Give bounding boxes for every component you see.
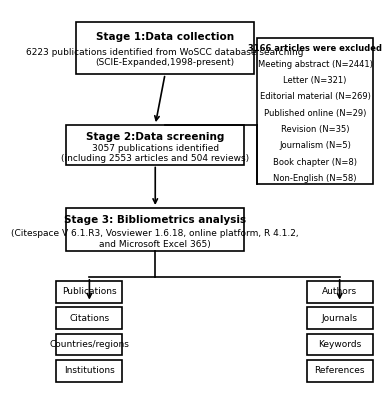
Text: Meeting abstract (N=2441): Meeting abstract (N=2441) [257, 60, 372, 69]
Bar [57, 281, 122, 302]
Text: 6223 publications identified from WoSCC database searching
(SCIE-Expanded,1998-p: 6223 publications identified from WoSCC … [27, 48, 304, 67]
Bar [66, 125, 244, 164]
Text: Non-English (N=58): Non-English (N=58) [273, 174, 357, 183]
Bar [57, 307, 122, 329]
Bar [307, 334, 372, 356]
Text: Stage 2:Data screening: Stage 2:Data screening [86, 132, 224, 142]
Text: 3166 articles were excluded: 3166 articles were excluded [248, 44, 382, 53]
Text: Book chapter (N=8): Book chapter (N=8) [273, 158, 357, 166]
Text: Keywords: Keywords [318, 340, 361, 349]
Text: Authors: Authors [322, 287, 357, 296]
Text: Publications: Publications [62, 287, 117, 296]
Bar [257, 38, 372, 184]
Text: References: References [314, 366, 365, 376]
Text: Editorial material (N=269): Editorial material (N=269) [259, 92, 370, 102]
Text: Journals: Journals [322, 314, 358, 323]
Text: 3057 publications identified
(including 2553 articles and 504 reviews): 3057 publications identified (including … [61, 144, 249, 163]
Bar [76, 22, 254, 74]
Text: Letter (N=321): Letter (N=321) [283, 76, 347, 85]
Text: Journalism (N=5): Journalism (N=5) [279, 141, 351, 150]
Text: (Citespace V 6.1.R3, Vosviewer 1.6.18, online platform, R 4.1.2,
and Microsoft E: (Citespace V 6.1.R3, Vosviewer 1.6.18, o… [11, 230, 299, 249]
Text: Revision (N=35): Revision (N=35) [281, 125, 349, 134]
Text: Institutions: Institutions [64, 366, 115, 376]
Bar [307, 281, 372, 302]
Bar [307, 307, 372, 329]
Bar [57, 334, 122, 356]
Text: Countries/regions: Countries/regions [50, 340, 129, 349]
Text: Citations: Citations [69, 314, 110, 323]
Bar [57, 360, 122, 382]
Bar [307, 360, 372, 382]
Text: Published online (N=29): Published online (N=29) [264, 109, 366, 118]
Bar [66, 208, 244, 251]
Text: Stage 3: Bibliometrics analysis: Stage 3: Bibliometrics analysis [64, 215, 246, 225]
Text: Stage 1:Data collection: Stage 1:Data collection [96, 32, 234, 42]
